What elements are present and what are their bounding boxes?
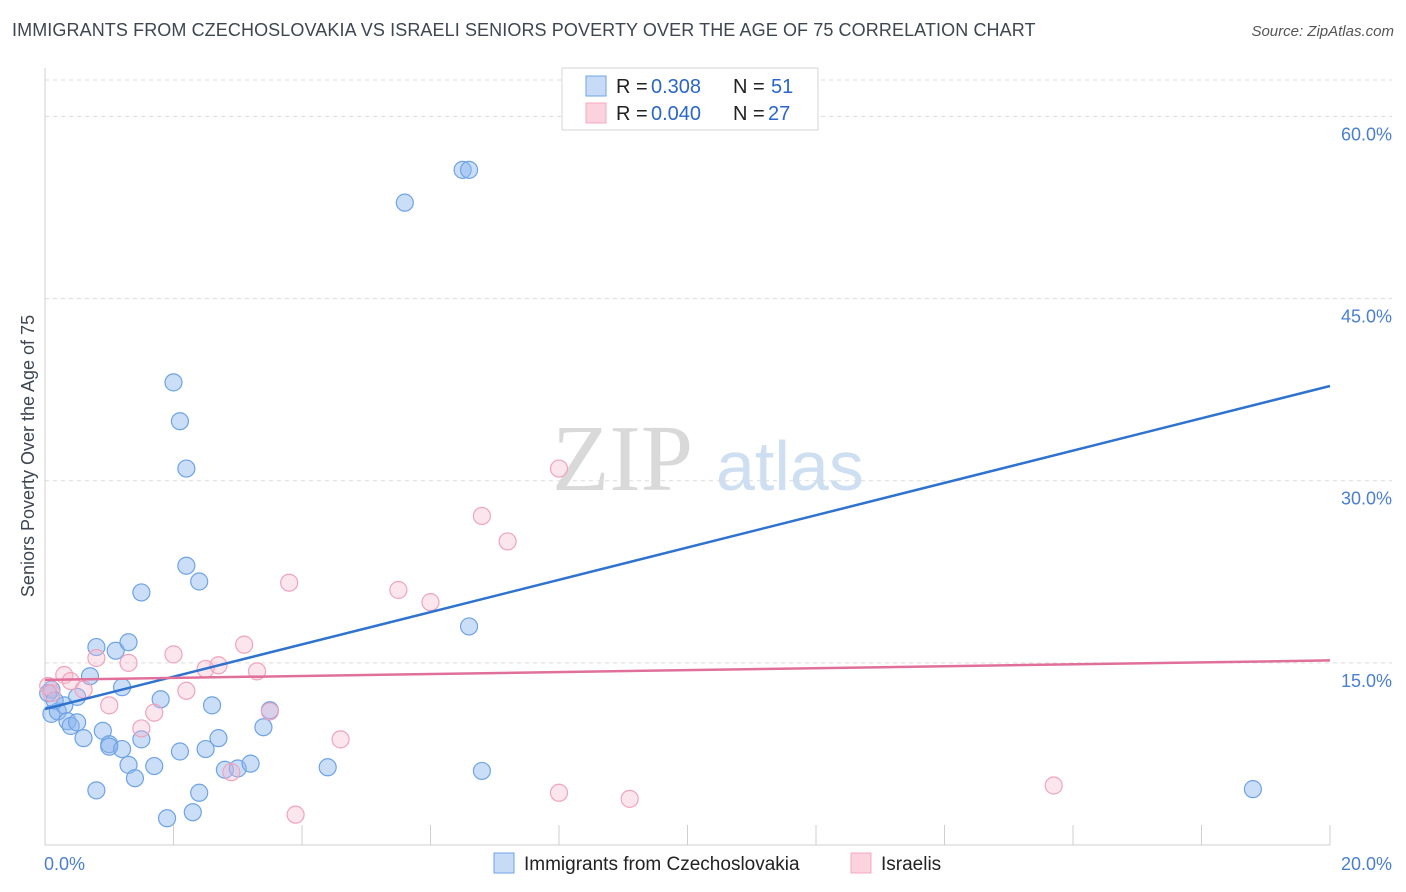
point-israelis bbox=[164, 645, 183, 664]
bottom-legend-swatch-blue bbox=[493, 852, 515, 874]
point-czechoslovakia bbox=[58, 712, 77, 731]
y-tick-label: 15.0% bbox=[1341, 671, 1392, 691]
legend-pink-r-label: R = bbox=[616, 103, 648, 125]
y-tick-label: 30.0% bbox=[1341, 489, 1392, 509]
point-czechoslovakia bbox=[241, 754, 260, 773]
point-czechoslovakia bbox=[112, 739, 132, 759]
point-czechoslovakia bbox=[106, 641, 125, 660]
point-israelis bbox=[177, 681, 196, 700]
legend-blue-n-value: 51 bbox=[771, 76, 793, 98]
point-czechoslovakia bbox=[459, 160, 479, 179]
point-israelis bbox=[421, 593, 440, 612]
point-czechoslovakia bbox=[254, 718, 273, 737]
point-israelis bbox=[472, 506, 491, 526]
legend-pink-r-value: 0.040 bbox=[651, 103, 701, 125]
point-israelis bbox=[145, 703, 164, 722]
point-israelis bbox=[235, 635, 254, 654]
y-axis-label: Seniors Poverty Over the Age of 75 bbox=[18, 315, 38, 597]
y-tick-label: 60.0% bbox=[1341, 124, 1392, 144]
point-czechoslovakia bbox=[170, 742, 190, 761]
point-czechoslovakia bbox=[132, 583, 151, 602]
legend-swatch-pink bbox=[585, 102, 607, 124]
point-czechoslovakia bbox=[183, 803, 202, 822]
point-czechoslovakia bbox=[157, 809, 177, 828]
series-israelis-points bbox=[39, 459, 1063, 824]
source-label: Source: ZipAtlas.com bbox=[1251, 23, 1394, 40]
point-israelis bbox=[87, 648, 106, 668]
point-czechoslovakia bbox=[170, 412, 190, 431]
legend-pink-n-value: 27 bbox=[768, 103, 790, 125]
gridlines bbox=[45, 79, 1392, 664]
point-czechoslovakia bbox=[177, 459, 196, 478]
trend-line-israelis bbox=[44, 659, 1331, 682]
axes bbox=[44, 68, 1331, 846]
bottom-legend-swatch-pink bbox=[850, 852, 872, 874]
y-tick-labels: 15.0% 30.0% 45.0% 60.0% bbox=[1341, 124, 1392, 690]
point-czechoslovakia bbox=[164, 373, 183, 392]
point-czechoslovakia bbox=[125, 769, 145, 788]
point-israelis bbox=[389, 580, 408, 600]
point-israelis bbox=[42, 684, 61, 703]
series-czechoslovakia-points bbox=[39, 160, 1263, 828]
point-czechoslovakia bbox=[395, 193, 414, 212]
point-czechoslovakia bbox=[74, 729, 93, 748]
point-czechoslovakia bbox=[190, 572, 209, 591]
x-tick-label: 0.0% bbox=[44, 854, 85, 874]
point-israelis bbox=[549, 459, 569, 478]
point-israelis bbox=[286, 805, 305, 824]
point-czechoslovakia bbox=[472, 761, 491, 781]
point-czechoslovakia bbox=[177, 556, 196, 575]
watermark-zip: ZIP bbox=[552, 407, 693, 511]
point-czechoslovakia bbox=[202, 696, 222, 715]
point-czechoslovakia bbox=[87, 781, 106, 800]
series-legend: Immigrants from Czechoslovakia Israelis bbox=[493, 852, 941, 875]
watermark-atlas: atlas bbox=[716, 427, 864, 505]
legend-pink-n-label: N = bbox=[733, 103, 765, 125]
point-czechoslovakia bbox=[318, 758, 337, 777]
legend-blue-r-label: R = bbox=[616, 76, 648, 98]
point-israelis bbox=[74, 680, 93, 699]
point-israelis bbox=[119, 653, 138, 672]
point-israelis bbox=[549, 783, 569, 802]
point-israelis bbox=[331, 730, 350, 749]
point-israelis bbox=[61, 671, 80, 691]
point-czechoslovakia bbox=[453, 160, 472, 179]
point-czechoslovakia bbox=[1243, 780, 1263, 799]
bottom-legend-label-blue: Immigrants from Czechoslovakia bbox=[524, 854, 800, 875]
x-tick-labels: 0.0% 20.0% bbox=[44, 854, 1392, 874]
legend-blue-r-value: 0.308 bbox=[651, 76, 701, 98]
point-czechoslovakia bbox=[209, 729, 228, 748]
point-israelis bbox=[620, 789, 639, 808]
legend-blue-n-label: N = bbox=[733, 76, 765, 98]
bottom-legend-label-pink: Israelis bbox=[881, 854, 941, 875]
trend-line-czechoslovakia bbox=[44, 384, 1331, 711]
watermark: ZIP atlas bbox=[552, 407, 864, 511]
point-czechoslovakia bbox=[145, 756, 164, 776]
point-israelis bbox=[280, 573, 299, 592]
point-israelis bbox=[100, 696, 119, 715]
point-czechoslovakia bbox=[119, 633, 138, 652]
point-israelis bbox=[498, 532, 517, 551]
y-tick-label: 45.0% bbox=[1341, 307, 1392, 327]
trend-lines bbox=[44, 384, 1331, 711]
legend-swatch-blue bbox=[585, 75, 607, 97]
chart-title: IMMIGRANTS FROM CZECHOSLOVAKIA VS ISRAEL… bbox=[12, 20, 1036, 40]
point-czechoslovakia bbox=[196, 739, 215, 759]
point-czechoslovakia bbox=[459, 617, 479, 636]
point-czechoslovakia bbox=[68, 713, 87, 732]
stats-legend: R = 0.308 N = 51 R = 0.040 N = 27 bbox=[561, 67, 819, 131]
point-czechoslovakia bbox=[190, 783, 209, 802]
point-israelis bbox=[132, 719, 151, 738]
point-israelis bbox=[260, 702, 279, 721]
x-tick-label: 20.0% bbox=[1341, 854, 1392, 874]
point-israelis bbox=[1044, 776, 1063, 795]
point-israelis bbox=[222, 763, 241, 782]
